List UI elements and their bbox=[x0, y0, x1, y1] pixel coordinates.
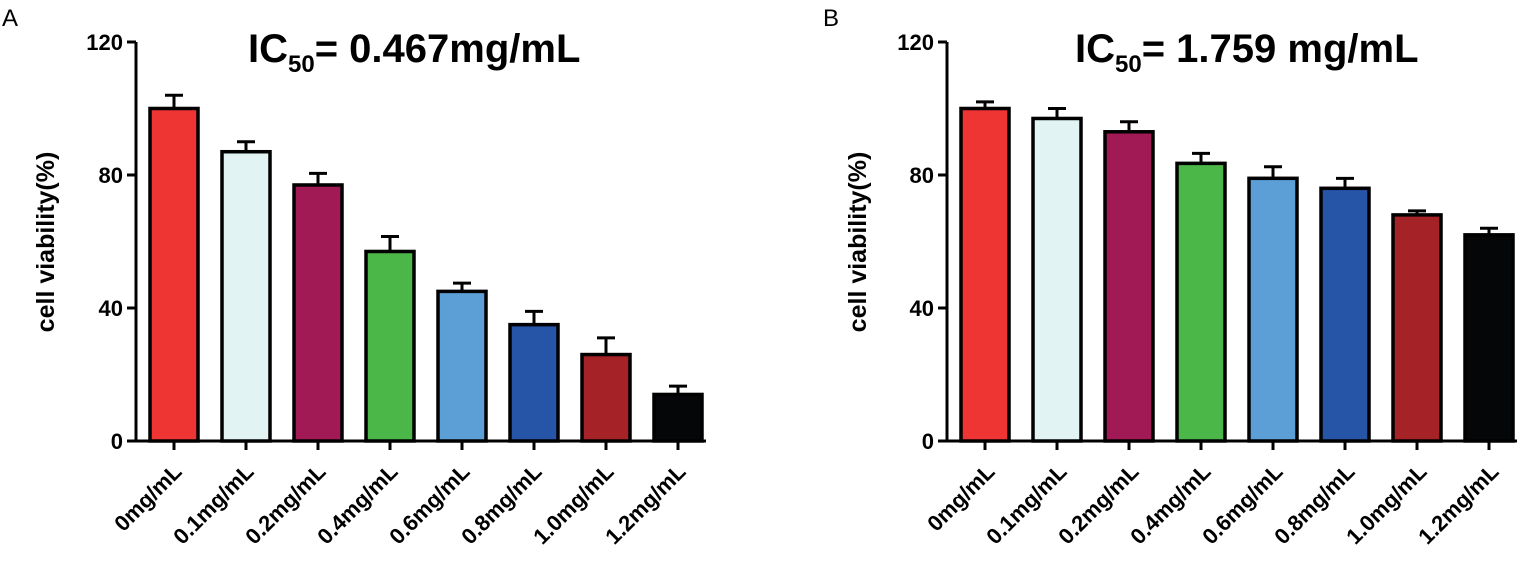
panel-b-y-tick-label: 80 bbox=[910, 163, 934, 188]
panel-a-bar bbox=[652, 392, 704, 443]
panel-b-bar bbox=[1103, 130, 1155, 443]
panel-a-bar bbox=[220, 149, 272, 443]
panel-a-bar bbox=[436, 289, 488, 443]
panel-b-bar bbox=[1031, 116, 1083, 443]
panel-b-y-tick-label: 40 bbox=[910, 296, 934, 321]
panel-a-letter: A bbox=[2, 5, 18, 32]
panel-b-bar bbox=[1463, 233, 1515, 443]
panel-a-bar bbox=[292, 183, 344, 443]
panel-a-y-tick-label: 0 bbox=[111, 429, 123, 454]
panel-a-plot-area: 040801200mg/mL0.1mg/mL0.2mg/mL0.4mg/mL0.… bbox=[86, 30, 706, 549]
panel-b-title-sub: 50 bbox=[1115, 51, 1142, 78]
panel-b-y-tick-label: 0 bbox=[922, 429, 934, 454]
panel-b-bar bbox=[1175, 161, 1227, 443]
panel-b-title-main: IC bbox=[1075, 27, 1115, 71]
panel-b-bar bbox=[1391, 213, 1443, 443]
panel-b-title: IC50= 1.759 mg/mL bbox=[1075, 27, 1419, 78]
panel-b-title-rest: = 1.759 mg/mL bbox=[1142, 27, 1419, 71]
panel-a-title-sub: 50 bbox=[288, 51, 315, 78]
panel-b-plot-area: 040801200mg/mL0.1mg/mL0.2mg/mL0.4mg/mL0.… bbox=[897, 30, 1517, 549]
panel-b-letter: B bbox=[823, 5, 839, 32]
panel-a-y-tick-label: 40 bbox=[99, 296, 123, 321]
panel-b-bar bbox=[1319, 186, 1371, 443]
panel-a-bar bbox=[364, 249, 416, 443]
panel-b-bar bbox=[959, 106, 1011, 443]
panel-b-bar bbox=[1247, 176, 1299, 443]
panel-a-bar bbox=[580, 352, 632, 443]
panel-a: A IC50= 0.467mg/mL cell viability(%) 0 40… bbox=[2, 5, 706, 549]
panel-a-bar bbox=[148, 106, 200, 443]
panel-a-y-axis-label: cell viability(%) bbox=[32, 152, 60, 333]
panel-a-title: IC50= 0.467mg/mL bbox=[248, 27, 580, 78]
panel-b-y-axis-label: cell viability(%) bbox=[844, 152, 872, 333]
panel-a-title-rest: = 0.467mg/mL bbox=[315, 27, 581, 71]
panel-a-y-tick-label: 80 bbox=[99, 163, 123, 188]
panel-b: B IC50= 1.759 mg/mL cell viability(%) 0 4… bbox=[823, 5, 1517, 549]
panel-a-bar bbox=[508, 322, 560, 443]
panel-a-title-main: IC bbox=[248, 27, 288, 71]
panel-b-y-tick-label: 120 bbox=[897, 30, 934, 55]
panel-a-y-tick-label: 120 bbox=[86, 30, 123, 55]
